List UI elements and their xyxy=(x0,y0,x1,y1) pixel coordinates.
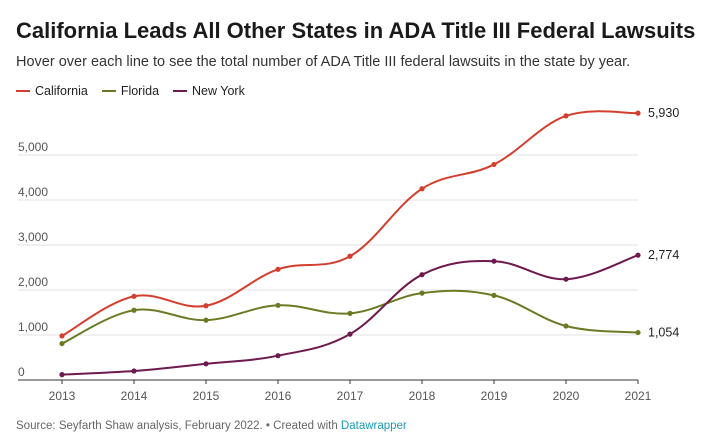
x-tick-group: 2016 xyxy=(265,389,292,403)
data-point-california xyxy=(419,186,425,192)
x-tick-group: 2014 xyxy=(121,389,148,403)
x-tick-label: 2018 xyxy=(409,389,436,403)
data-point-california xyxy=(491,161,497,168)
y-tick-label: 2,000 xyxy=(18,275,48,289)
x-tick-label: 2019 xyxy=(481,389,508,403)
x-tick-label: 2017 xyxy=(337,389,364,403)
legend-label-new-york: New York xyxy=(192,84,245,98)
end-label-florida: 1,054 xyxy=(648,326,679,340)
y-tick-label: 5,000 xyxy=(18,140,48,154)
data-point-florida xyxy=(563,323,569,329)
data-point-new-york xyxy=(635,252,641,258)
legend-label-california: California xyxy=(35,84,88,98)
legend-item-california[interactable]: California xyxy=(16,84,88,98)
y-tick-label: 0 xyxy=(18,365,25,379)
legend-label-florida: Florida xyxy=(120,84,160,98)
data-point-new-york xyxy=(491,258,497,264)
data-point-new-york xyxy=(131,368,137,374)
data-point-florida xyxy=(635,329,641,336)
data-point-california xyxy=(563,113,569,119)
data-point-florida xyxy=(419,290,425,296)
x-tick-group: 2015 xyxy=(193,389,220,403)
y-tick-label: 4,000 xyxy=(18,185,48,199)
data-point-new-york xyxy=(563,276,569,282)
data-point-new-york xyxy=(419,272,425,278)
data-point-florida xyxy=(131,307,137,313)
chart-legend: California Florida New York xyxy=(16,84,245,98)
data-point-california xyxy=(203,303,209,309)
x-tick-label: 2016 xyxy=(265,389,292,403)
y-tick: 4,000 xyxy=(18,185,48,199)
x-tick-label: 2014 xyxy=(121,389,148,403)
legend-item-new-york[interactable]: New York xyxy=(173,84,245,98)
data-point-california xyxy=(131,293,137,299)
data-point-florida xyxy=(59,340,65,347)
y-tick: 5,000 xyxy=(18,140,48,154)
data-point-new-york xyxy=(347,331,353,337)
data-point-new-york xyxy=(59,372,65,378)
x-tick-group: 2020 xyxy=(553,389,580,403)
legend-swatch-new-york xyxy=(173,90,188,92)
chart-footer: Source: Seyfarth Shaw analysis, February… xyxy=(16,420,407,432)
data-point-california xyxy=(347,253,353,259)
data-point-florida xyxy=(347,310,353,316)
chart-title: California Leads All Other States in ADA… xyxy=(16,18,696,43)
y-tick-label: 3,000 xyxy=(18,230,48,244)
legend-swatch-florida xyxy=(101,90,116,92)
x-tick-label: 2015 xyxy=(193,389,220,403)
data-point-new-york xyxy=(203,361,209,367)
datawrapper-link[interactable]: Datawrapper xyxy=(340,420,407,432)
x-tick-group: 2013 xyxy=(49,389,76,403)
end-label-california: 5,930 xyxy=(648,106,679,120)
source-note: Source: Seyfarth Shaw analysis, February… xyxy=(16,420,341,432)
legend-item-florida[interactable]: Florida xyxy=(101,84,160,98)
data-point-california xyxy=(59,333,65,339)
legend-swatch-california xyxy=(16,90,30,92)
x-tick-group: 2019 xyxy=(481,389,508,403)
x-tick-group: 2021 xyxy=(625,389,652,403)
data-point-california xyxy=(275,266,281,272)
x-tick-group: 2017 xyxy=(337,389,364,403)
data-point-new-york xyxy=(275,353,281,359)
x-tick-label: 2013 xyxy=(49,389,76,403)
y-tick: 0 xyxy=(18,365,25,379)
series-line-california[interactable] xyxy=(61,110,639,337)
data-point-california xyxy=(635,110,641,116)
end-label-new-york: 2,774 xyxy=(648,248,679,262)
y-tick: 2,000 xyxy=(18,275,48,289)
data-point-florida xyxy=(203,317,209,323)
data-point-florida xyxy=(491,292,497,298)
y-tick-label: 1,000 xyxy=(18,320,48,334)
y-tick: 3,000 xyxy=(18,230,48,244)
data-point-florida xyxy=(275,302,281,308)
x-tick-group: 2018 xyxy=(409,389,436,403)
x-tick-label: 2021 xyxy=(625,389,652,403)
x-tick-label: 2020 xyxy=(553,389,580,403)
chart-subtitle: Hover over each line to see the total nu… xyxy=(16,54,631,70)
y-tick: 1,000 xyxy=(18,320,48,334)
